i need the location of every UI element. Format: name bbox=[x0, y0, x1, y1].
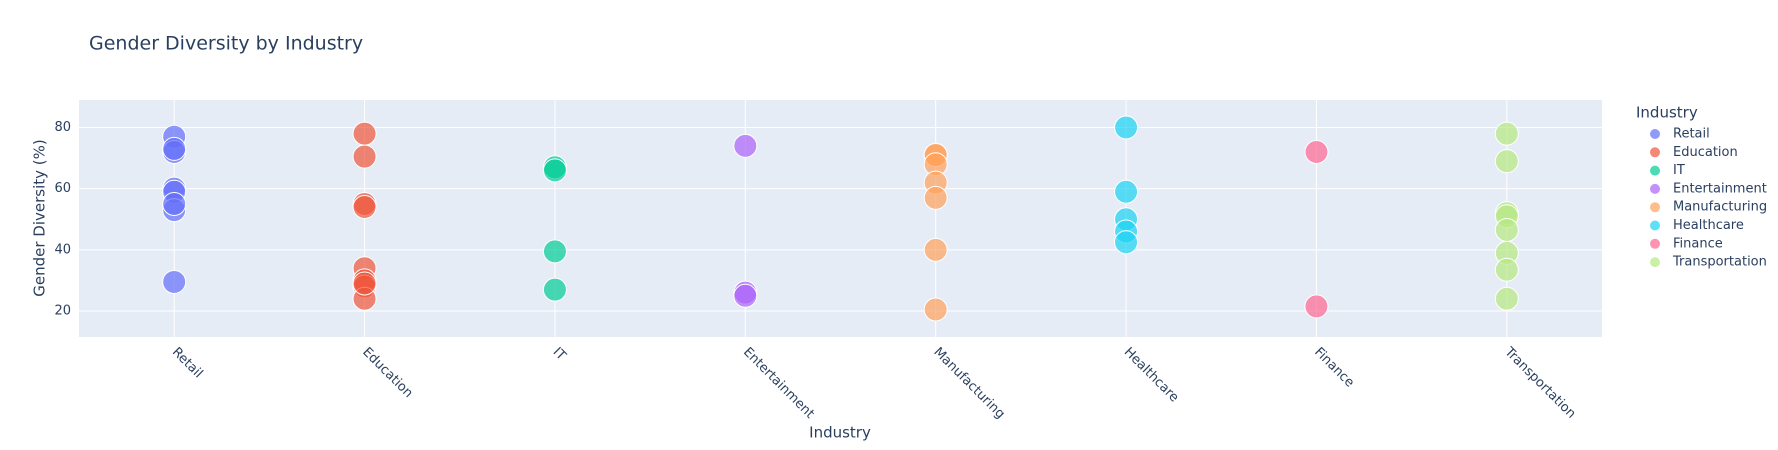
legend-label: Healthcare bbox=[1673, 218, 1744, 233]
x-tick-label: Healthcare bbox=[1121, 345, 1182, 406]
legend-label: Transportation bbox=[1672, 255, 1767, 270]
legend-title: Industry bbox=[1636, 104, 1698, 122]
y-tick-label: 40 bbox=[54, 242, 71, 257]
marker bbox=[1304, 139, 1329, 164]
marker bbox=[162, 191, 187, 216]
marker bbox=[1114, 115, 1139, 140]
y-axis-title: Gender Diversity (%) bbox=[31, 139, 49, 297]
legend-label: Entertainment bbox=[1673, 181, 1767, 196]
x-tick-label: Entertainment bbox=[740, 345, 817, 422]
marker bbox=[1114, 230, 1139, 255]
x-tick-label: Education bbox=[359, 345, 415, 401]
legend-marker bbox=[1650, 202, 1660, 213]
marker bbox=[733, 283, 758, 308]
legend-label: Education bbox=[1673, 145, 1738, 160]
marker bbox=[1494, 286, 1519, 311]
x-tick-label: Transportation bbox=[1501, 344, 1579, 422]
plot-area bbox=[79, 100, 1602, 337]
x-tick-label: IT bbox=[550, 345, 569, 364]
marker bbox=[162, 136, 187, 161]
legend-label: Finance bbox=[1673, 236, 1723, 251]
chart-title: Gender Diversity by Industry bbox=[89, 33, 363, 55]
marker bbox=[1494, 217, 1519, 242]
legend-label: IT bbox=[1673, 163, 1685, 178]
legend-label: Manufacturing bbox=[1673, 200, 1767, 215]
legend-label: Retail bbox=[1673, 127, 1710, 142]
x-tick-label: Manufacturing bbox=[930, 345, 1007, 422]
marker bbox=[542, 239, 567, 264]
legend-marker bbox=[1650, 238, 1660, 249]
legend-marker bbox=[1650, 147, 1660, 158]
marker bbox=[1494, 257, 1519, 282]
marker bbox=[162, 269, 187, 294]
marker bbox=[923, 185, 948, 210]
y-tick-label: 60 bbox=[54, 181, 71, 196]
x-tick-label: Finance bbox=[1311, 345, 1357, 391]
y-tick-label: 80 bbox=[54, 120, 71, 135]
legend-marker bbox=[1650, 183, 1660, 194]
marker bbox=[1114, 179, 1139, 204]
legend-marker bbox=[1650, 129, 1660, 139]
marker bbox=[923, 297, 948, 322]
legend-marker bbox=[1650, 220, 1660, 231]
y-tick-label: 20 bbox=[54, 304, 71, 319]
marker bbox=[352, 195, 377, 220]
marker bbox=[542, 277, 567, 302]
marker bbox=[923, 237, 948, 262]
legend-marker bbox=[1650, 165, 1660, 176]
marker bbox=[542, 158, 567, 183]
marker bbox=[1494, 121, 1519, 146]
marker bbox=[1304, 294, 1329, 319]
marker bbox=[352, 144, 377, 169]
x-tick-label: Retail bbox=[169, 345, 206, 382]
marker bbox=[1494, 149, 1519, 174]
marker bbox=[352, 121, 377, 146]
marker bbox=[352, 271, 377, 296]
x-axis-title: Industry bbox=[809, 424, 871, 442]
marker bbox=[733, 133, 758, 158]
legend-marker bbox=[1650, 257, 1660, 268]
